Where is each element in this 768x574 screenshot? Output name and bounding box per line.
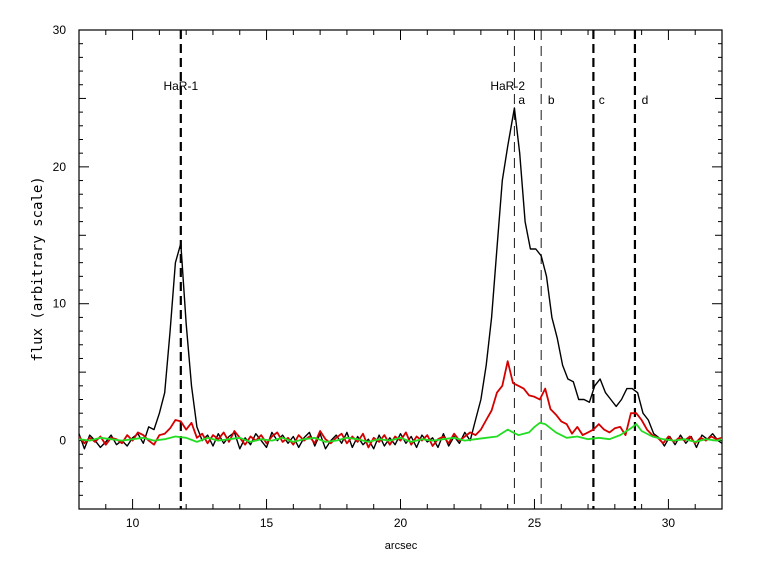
annotation-label: d — [642, 93, 649, 107]
annotation-label: HaR-1 — [163, 79, 198, 93]
series-line — [78, 360, 723, 449]
y-tick-label: 10 — [53, 297, 67, 311]
annotation-label: HaR-2 — [490, 79, 525, 93]
series-line — [78, 421, 723, 443]
y-tick-label: 20 — [53, 160, 67, 174]
annotations: HaR-1 HaR-2a b c d — [163, 79, 648, 107]
x-tick-label: 25 — [528, 516, 542, 530]
annotation-label: a — [518, 93, 525, 107]
x-tick-label: 20 — [394, 516, 408, 530]
y-tick-label: 0 — [59, 434, 66, 448]
y-tick-label: 30 — [53, 23, 67, 37]
y-axis-label: flux (arbitrary scale) — [30, 176, 46, 361]
series-lines — [78, 107, 723, 450]
x-tick-label: 10 — [126, 516, 140, 530]
x-tick-label: 30 — [662, 516, 676, 530]
annotation-label: b — [548, 93, 555, 107]
x-tick-label: 15 — [260, 516, 274, 530]
annotation-label: c — [599, 93, 605, 107]
axis-ticks: 10 15 20 25 30 0 10 20 30 — [53, 23, 723, 530]
x-axis-label: arcsec — [385, 540, 418, 552]
series-line — [78, 107, 723, 450]
